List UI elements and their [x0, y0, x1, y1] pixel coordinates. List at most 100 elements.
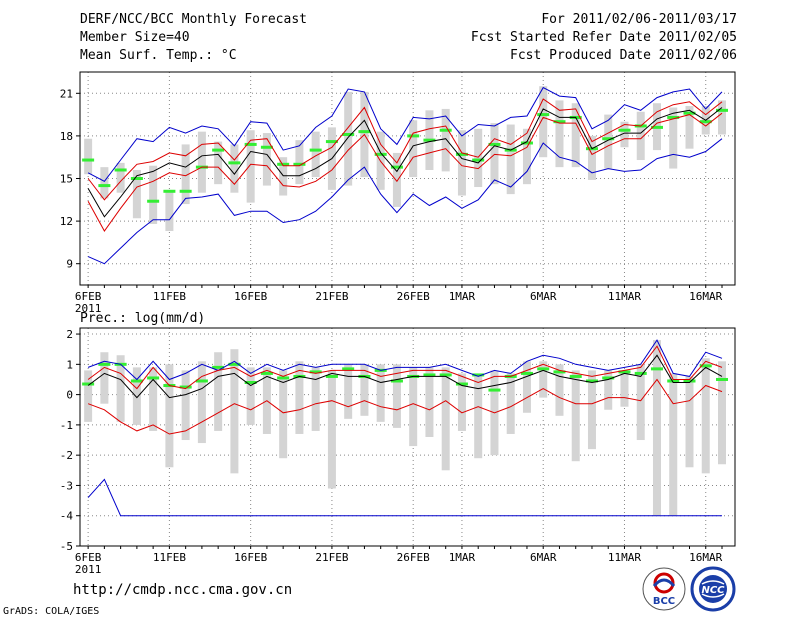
prec-ytick-label: -3: [60, 479, 73, 492]
temp-series-upper: [87, 98, 723, 201]
temp-range-bar: [181, 144, 190, 205]
temp-obs-marker: [667, 115, 680, 119]
prec-obs-marker: [699, 364, 712, 368]
prec-obs-marker: [390, 379, 403, 383]
precipitation-title: Prec.: log(mm/d): [80, 311, 205, 326]
prec-range-bar: [181, 370, 190, 441]
temp-range-bar: [295, 140, 304, 185]
bcc-logo-text: BCC: [653, 596, 675, 607]
prec-obs-marker: [228, 362, 241, 366]
prec-range-bar: [360, 364, 369, 416]
prec-ytick-label: 0: [66, 389, 73, 402]
prec-obs-marker: [650, 367, 663, 371]
prec-obs-marker: [309, 370, 322, 374]
temp-obs-marker: [553, 120, 566, 124]
temp-obs-marker: [130, 177, 143, 180]
prec-obs-marker: [634, 371, 647, 375]
prec-obs-marker: [488, 388, 501, 392]
temp-range-bar: [490, 123, 499, 185]
prec-range-bar: [701, 358, 710, 474]
temp-range-bar: [669, 107, 678, 169]
temp-obs-marker: [212, 148, 225, 152]
temp-range-bar: [246, 130, 255, 203]
prec-obs-marker: [569, 374, 582, 378]
prec-xtick-year-label: 2011: [75, 563, 102, 576]
temp-ytick-label: 9: [66, 258, 73, 271]
temp-series-min: [87, 138, 723, 265]
temp-obs-marker: [82, 158, 95, 162]
prec-obs-marker: [325, 374, 338, 378]
prec-ytick-label: -2: [60, 449, 73, 462]
prec-range-bar: [376, 364, 385, 422]
temp-ytick-label: 12: [60, 215, 73, 228]
ncc-logo-text: NCC: [701, 585, 725, 596]
fcst-produced-date: Fcst Produced Date 2011/02/06: [510, 48, 737, 63]
grads-credit: GrADS: COLA/IGES: [3, 606, 100, 617]
prec-range-bar: [344, 364, 353, 419]
prec-range-bar: [506, 373, 515, 434]
prec-series-mean: [87, 354, 723, 399]
temp-xtick-label: 11MAR: [608, 290, 641, 303]
prec-obs-marker: [439, 373, 452, 377]
prec-xtick-label: 11MAR: [608, 551, 641, 564]
temp-obs-marker: [277, 162, 290, 166]
prec-range-bar: [425, 367, 434, 437]
temp-obs-marker: [390, 165, 403, 169]
prec-range-bar: [685, 376, 694, 468]
prec-range-bar: [457, 373, 466, 431]
temp-range-bar: [685, 106, 694, 149]
prec-obs-marker: [715, 377, 728, 381]
footer-url[interactable]: http://cmdp.ncc.cma.gov.cn: [73, 582, 293, 598]
temp-xtick-label: 16FEB: [234, 290, 267, 303]
temp-xtick-label: 1MAR: [449, 290, 476, 303]
temp-xtick-label: 21FEB: [315, 290, 348, 303]
temp-range-bar: [262, 133, 271, 186]
temp-obs-marker: [358, 130, 371, 134]
prec-range-bar: [522, 361, 531, 413]
prec-series-lower: [87, 378, 723, 435]
prec-range-bar: [636, 364, 645, 441]
temp-xtick-label: 6MAR: [530, 290, 557, 303]
temp-range-bar: [392, 152, 401, 207]
temp-range-bar: [197, 131, 206, 193]
temp-obs-marker: [244, 142, 257, 146]
prec-ytick-label: -1: [60, 419, 73, 432]
prec-range-bar: [604, 370, 613, 410]
temp-range-bar: [474, 128, 483, 188]
temp-obs-marker: [98, 184, 111, 188]
temp-obs-marker: [488, 142, 501, 146]
prec-range-bar: [652, 340, 661, 516]
temp-obs-marker: [618, 128, 631, 132]
prec-range-bar: [669, 373, 678, 516]
prec-range-bar: [620, 370, 629, 407]
prec-obs-marker: [130, 379, 143, 383]
prec-range-bar: [539, 361, 548, 398]
prec-range-bar: [311, 367, 320, 431]
prec-range-bar: [165, 364, 174, 468]
prec-range-bar: [132, 367, 141, 425]
prec-range-bar: [197, 361, 206, 444]
temp-range-bar: [587, 135, 596, 180]
prec-obs-marker: [602, 376, 615, 380]
prec-xtick-label: 11FEB: [153, 551, 186, 564]
prec-obs-marker: [179, 385, 192, 389]
prec-range-bar: [246, 367, 255, 425]
prec-obs-marker: [618, 370, 631, 374]
prec-ytick-label: -4: [60, 510, 74, 523]
prec-obs-marker: [683, 379, 696, 383]
temp-obs-marker: [423, 138, 436, 142]
temp-obs-marker: [163, 189, 176, 193]
temp-ytick-label: 21: [60, 87, 73, 100]
temp-xtick-label: 16MAR: [689, 290, 722, 303]
temp-range-bar: [457, 130, 466, 196]
temp-obs-marker: [147, 199, 160, 203]
ncc-logo: NCC: [690, 566, 736, 612]
temp-range-bar: [571, 103, 580, 168]
prec-range-bar: [116, 355, 125, 422]
prec-series-min: [87, 478, 722, 517]
prec-range-bar: [84, 370, 93, 422]
prec-xtick-label: 6MAR: [530, 551, 557, 564]
temp-obs-marker: [520, 141, 533, 145]
chart-title: DERF/NCC/BCC Monthly Forecast: [80, 12, 307, 27]
